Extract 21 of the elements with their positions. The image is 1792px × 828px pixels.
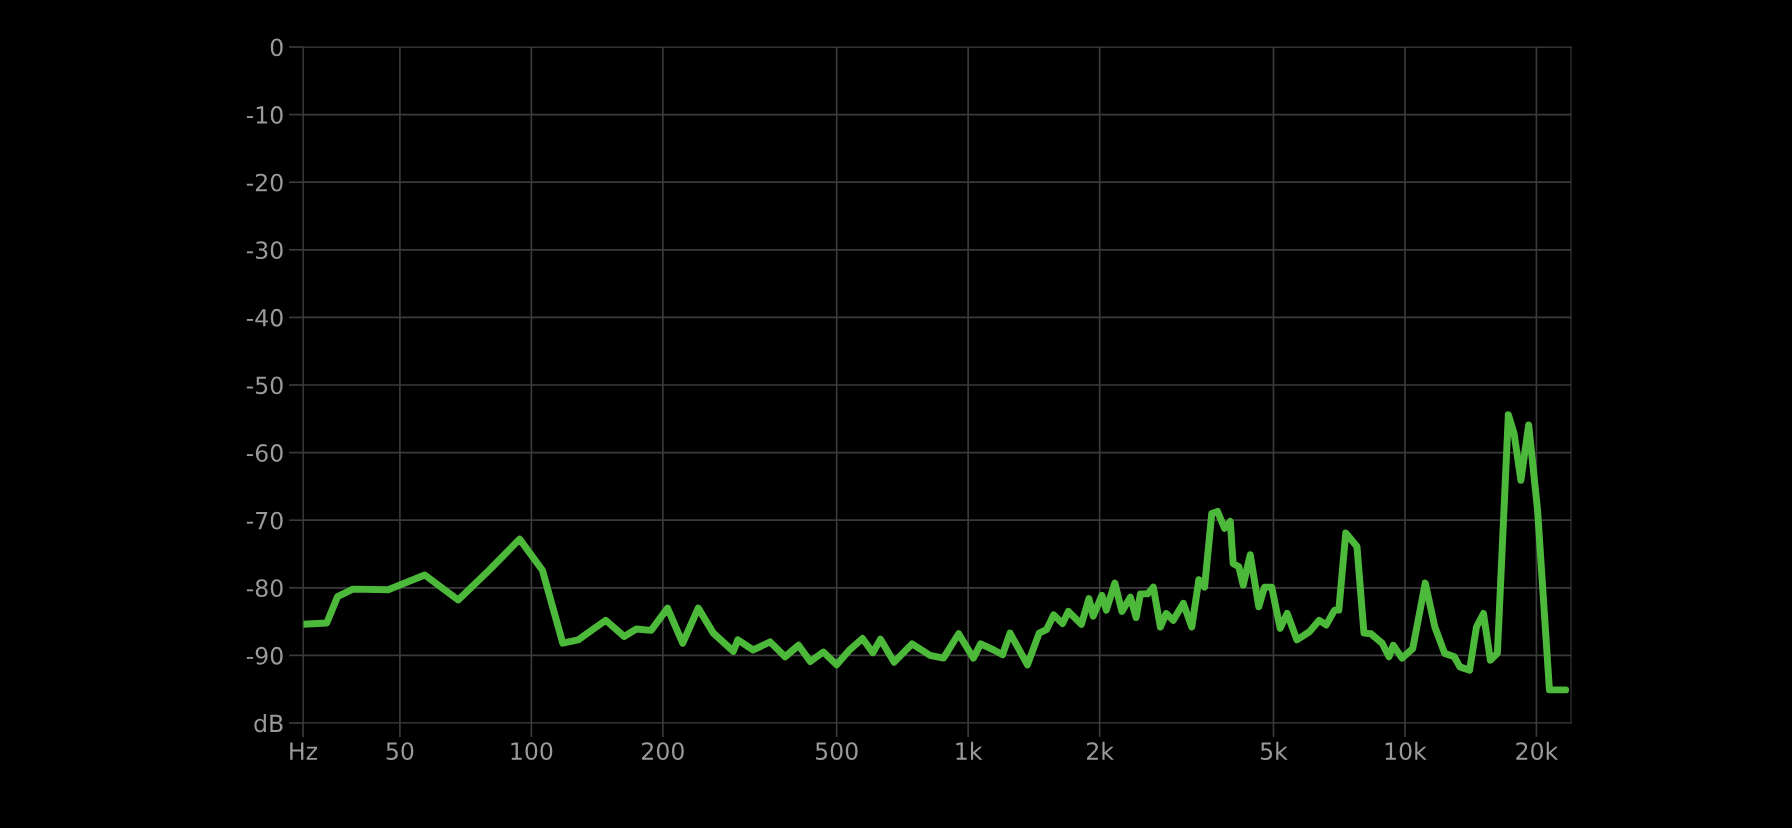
x-tick-label: 5k bbox=[1260, 741, 1288, 761]
y-tick-label: -50 bbox=[246, 376, 283, 395]
y-tick-label: -20 bbox=[246, 173, 283, 192]
y-tick-label: dB bbox=[254, 714, 283, 733]
y-tick-label: -70 bbox=[246, 511, 283, 530]
x-tick-label: 200 bbox=[642, 742, 684, 761]
x-tick-label: 50 bbox=[386, 742, 414, 761]
y-tick-label: 0 bbox=[270, 38, 283, 57]
x-tick-label: 100 bbox=[511, 742, 553, 761]
x-tick-label: 20k bbox=[1516, 741, 1559, 761]
y-tick-label: -40 bbox=[246, 308, 283, 327]
x-tick-label: 10k bbox=[1385, 741, 1427, 761]
x-tick-label: 500 bbox=[815, 742, 858, 761]
x-tick-label: 2k bbox=[1087, 741, 1114, 760]
y-tick-label: -60 bbox=[246, 444, 283, 462]
x-tick-label: 1k bbox=[956, 741, 983, 760]
y-tick-label: -90 bbox=[246, 646, 283, 665]
y-tick-label: -80 bbox=[246, 579, 283, 598]
y-tick-label: -10 bbox=[246, 106, 283, 124]
y-tick-label: -30 bbox=[246, 241, 283, 260]
x-tick-label: Hz bbox=[290, 742, 318, 760]
